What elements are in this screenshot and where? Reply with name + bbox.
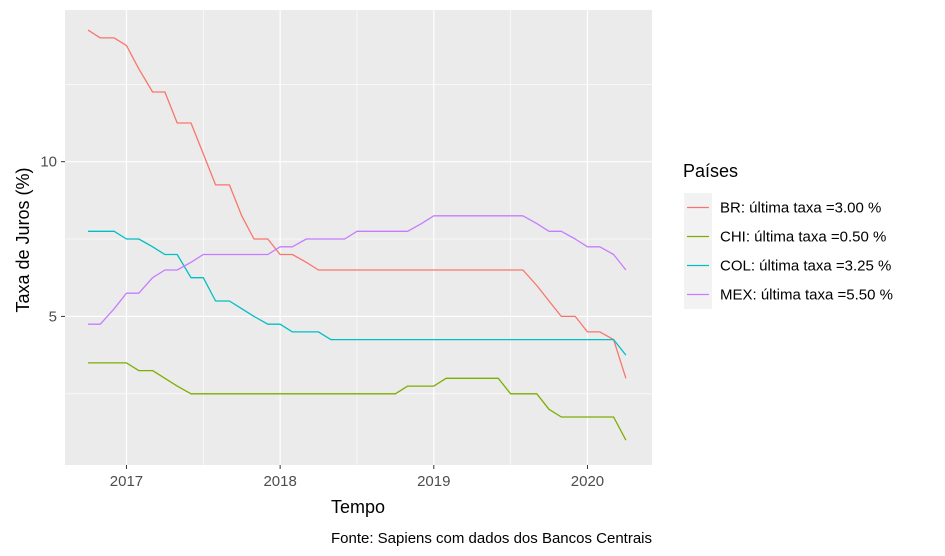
legend-label: MEX: última taxa =5.50 %: [720, 287, 893, 304]
series-line-chi: [88, 362, 627, 441]
x-tick-label: 2020: [571, 473, 604, 490]
source-caption: Fonte: Sapiens com dados dos Bancos Cent…: [331, 530, 652, 547]
legend-label: COL: última taxa =3.25 %: [720, 258, 891, 275]
legend-label: CHI: última taxa =0.50 %: [720, 229, 886, 246]
x-axis-title: Tempo: [331, 497, 385, 517]
legend-title: Países: [683, 161, 738, 181]
grid: [65, 10, 652, 465]
series-line-br: [87, 29, 627, 379]
x-tick-label: 2017: [110, 473, 143, 490]
series-line-col: [88, 230, 627, 356]
plot-panel: [65, 10, 652, 465]
y-axis-title: Taxa de Juros (%): [13, 167, 33, 312]
x-tick-label: 2019: [417, 473, 450, 490]
y-tick-label: 10: [40, 154, 57, 171]
series-lines: [87, 29, 627, 441]
axes: 2017 2018 2019 2020 5 10: [40, 154, 604, 490]
legend: Países BR: última taxa =3.00 % CHI: últim…: [683, 161, 893, 309]
x-tick-label: 2018: [263, 473, 296, 490]
y-tick-label: 5: [49, 308, 57, 325]
legend-label: BR: última taxa =3.00 %: [720, 200, 881, 217]
series-line-mex: [88, 215, 627, 325]
